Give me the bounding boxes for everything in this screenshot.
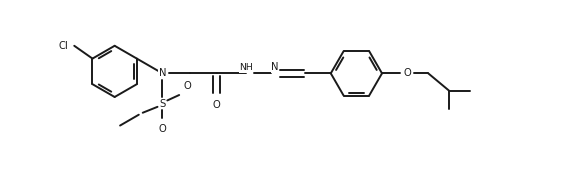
Text: N: N bbox=[271, 62, 278, 72]
Text: Cl: Cl bbox=[58, 41, 68, 51]
Text: NH: NH bbox=[239, 63, 253, 72]
Text: O: O bbox=[403, 68, 411, 78]
Text: O: O bbox=[159, 124, 166, 134]
Text: O: O bbox=[213, 100, 220, 110]
Text: S: S bbox=[159, 99, 166, 109]
Text: O: O bbox=[183, 81, 191, 91]
Text: N: N bbox=[159, 68, 166, 78]
